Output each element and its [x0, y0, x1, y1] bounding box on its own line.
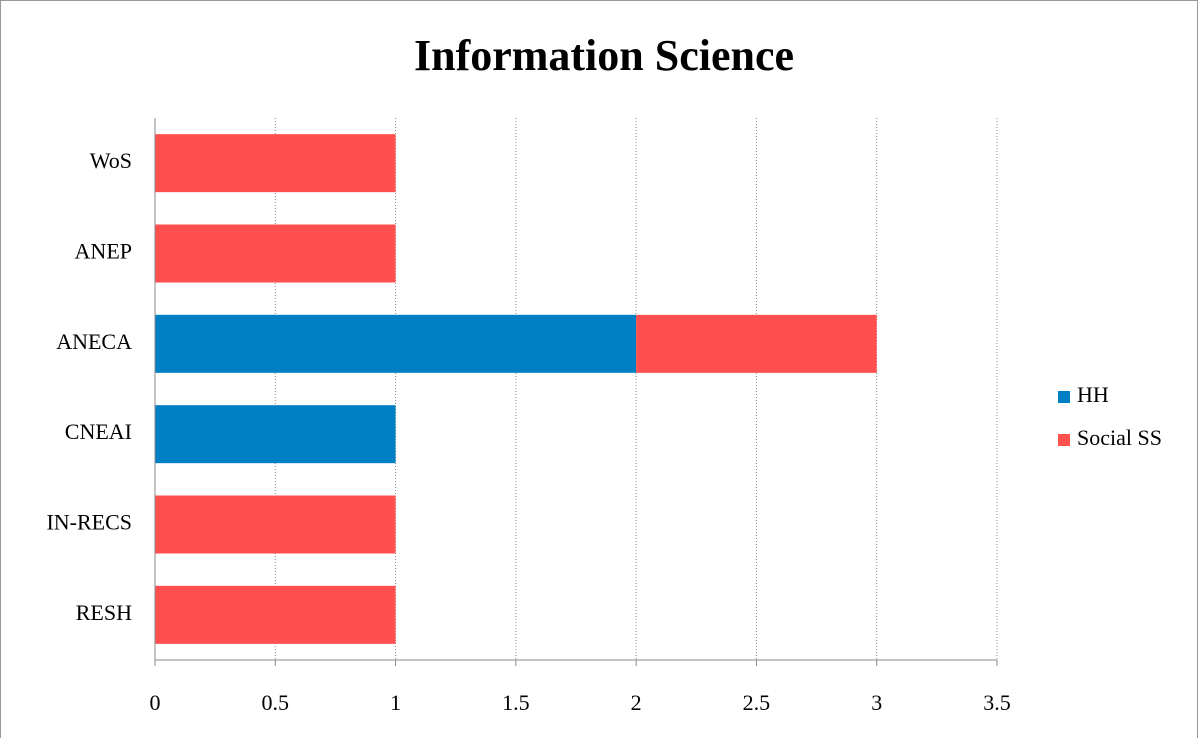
legend-swatch — [1058, 434, 1070, 446]
x-tick-label: 1 — [390, 690, 401, 715]
y-tick-label: IN-RECS — [46, 510, 132, 535]
x-tick-label: 2.5 — [743, 690, 771, 715]
y-tick-label: WoS — [90, 148, 132, 173]
x-tick-label: 2 — [631, 690, 642, 715]
x-tick-label: 3.5 — [983, 690, 1011, 715]
bar — [155, 405, 396, 464]
y-tick-label: CNEAI — [65, 419, 132, 444]
y-tick-label: ANEP — [75, 239, 132, 264]
legend-label: Social SS — [1077, 425, 1162, 450]
x-tick-label: 0.5 — [262, 690, 290, 715]
bar — [155, 585, 396, 644]
y-tick-label: ANECA — [56, 329, 132, 354]
bar — [636, 314, 877, 373]
bar — [155, 224, 396, 283]
y-tick-label: RESH — [76, 600, 132, 625]
legend-label: HH — [1077, 382, 1109, 407]
bar — [155, 495, 396, 554]
bar — [155, 134, 396, 193]
chart-title: Information Science — [414, 31, 794, 80]
legend-swatch — [1058, 391, 1070, 403]
bar — [155, 314, 637, 373]
x-tick-label: 3 — [871, 690, 882, 715]
x-tick-label: 0 — [150, 690, 161, 715]
x-tick-label: 1.5 — [502, 690, 530, 715]
